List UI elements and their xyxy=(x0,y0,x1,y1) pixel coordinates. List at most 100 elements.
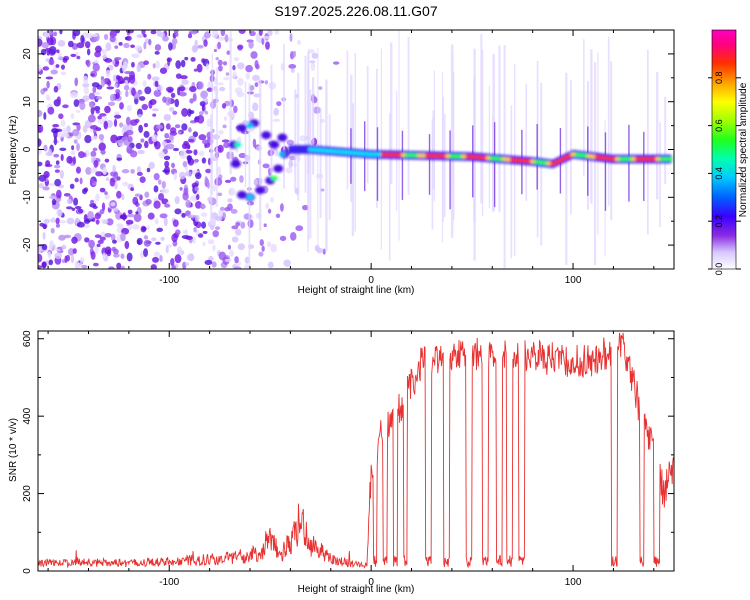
noise-blob xyxy=(156,227,163,233)
noise-blob xyxy=(114,83,118,88)
track-core xyxy=(396,152,403,158)
noise-blob xyxy=(194,39,198,47)
track-core xyxy=(513,157,520,163)
noise-blob xyxy=(283,259,291,267)
noise-blob xyxy=(126,252,133,262)
noise-blob xyxy=(264,80,269,85)
noise-blob xyxy=(48,45,57,55)
noise-blob xyxy=(64,255,68,264)
noise-blob xyxy=(174,98,180,108)
noise-blob xyxy=(86,59,91,68)
noise-blob xyxy=(91,82,100,88)
noise-blob xyxy=(197,233,204,238)
noise-blob xyxy=(95,127,102,132)
spectrogram-ytick-label: 0 xyxy=(22,146,33,152)
noise-blob xyxy=(83,214,88,223)
track-core xyxy=(594,154,600,160)
noise-blob xyxy=(288,159,294,168)
noise-blob xyxy=(203,31,211,39)
noise-blob xyxy=(87,210,94,220)
noise-blob xyxy=(76,221,85,228)
track-core xyxy=(465,154,471,159)
noise-blob xyxy=(102,54,108,60)
noise-blob xyxy=(148,161,155,170)
noise-blob xyxy=(159,254,163,263)
spectrogram-ylabel: Frequency (Hz) xyxy=(8,116,19,185)
track-core xyxy=(384,152,390,157)
noise-blob xyxy=(186,144,191,150)
noise-blob xyxy=(219,206,225,211)
noise-blob xyxy=(127,209,133,215)
noise-blob xyxy=(76,123,81,131)
noise-blob xyxy=(93,262,99,267)
track-core xyxy=(651,156,657,162)
track-core xyxy=(421,153,427,158)
noise-blob xyxy=(182,230,187,234)
noise-blob xyxy=(92,147,98,152)
noise-blob xyxy=(59,30,63,35)
noise-blob xyxy=(154,141,161,150)
noise-blob xyxy=(103,33,109,41)
noise-blob xyxy=(90,73,95,77)
noise-blob xyxy=(116,176,121,181)
noise-blob xyxy=(245,64,254,73)
noise-blob xyxy=(47,148,53,156)
noise-blob xyxy=(270,196,274,203)
noise-blob xyxy=(131,224,140,230)
noise-blob xyxy=(41,42,50,49)
noise-blob xyxy=(187,253,195,262)
noise-blob xyxy=(143,239,151,247)
noise-blob xyxy=(119,102,124,110)
noise-blob xyxy=(289,33,293,42)
noise-blob xyxy=(184,262,190,266)
noise-blob xyxy=(295,225,304,232)
noise-blob xyxy=(113,118,118,128)
noise-blob xyxy=(187,108,192,117)
noise-blob xyxy=(225,72,230,76)
track-core xyxy=(425,153,431,158)
noise-blob xyxy=(237,136,242,144)
noise-blob xyxy=(76,142,80,151)
noise-blob xyxy=(42,231,46,240)
noise-blob xyxy=(162,169,170,173)
noise-blob xyxy=(244,256,250,264)
track-core xyxy=(461,154,467,159)
track-core xyxy=(526,158,532,164)
noise-blob xyxy=(272,118,281,122)
noise-blob xyxy=(99,236,106,241)
track-core xyxy=(441,153,447,159)
noise-blob xyxy=(134,193,141,197)
track-core xyxy=(437,153,443,159)
noise-blob xyxy=(154,44,162,51)
noise-blob xyxy=(45,76,54,80)
noise-blob xyxy=(98,142,106,152)
snr-frame xyxy=(37,330,675,572)
noise-blob xyxy=(38,64,42,72)
noise-blob xyxy=(237,44,244,50)
noise-blob xyxy=(180,75,188,80)
noise-blob xyxy=(201,58,206,63)
noise-blob xyxy=(125,116,131,126)
noise-blob xyxy=(207,239,215,245)
noise-blob xyxy=(39,222,45,227)
noise-blob xyxy=(79,177,83,185)
noise-blob xyxy=(267,261,274,269)
noise-blob xyxy=(155,241,161,245)
noise-blob xyxy=(81,264,88,269)
noise-blob xyxy=(192,93,197,102)
noise-blob xyxy=(253,93,261,98)
noise-blob xyxy=(60,64,65,70)
track-core xyxy=(449,153,455,159)
noise-blob xyxy=(165,123,171,130)
noise-blob xyxy=(218,36,226,41)
noise-blob xyxy=(116,157,123,161)
track-core xyxy=(655,156,661,162)
spectrogram-xtick-label: -100 xyxy=(159,275,179,286)
noise-blob xyxy=(55,223,61,228)
noise-blob xyxy=(243,213,252,220)
track-core xyxy=(602,155,608,161)
noise-blob xyxy=(200,203,206,210)
noise-blob xyxy=(310,62,316,71)
noise-blob xyxy=(153,173,160,181)
track-core xyxy=(324,148,330,153)
